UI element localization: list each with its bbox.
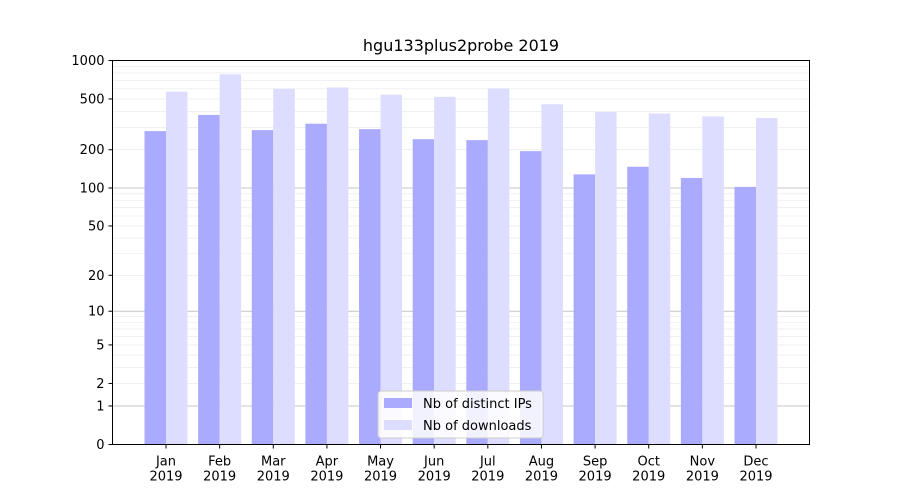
x-tick-label: Jun 2019 (418, 455, 451, 485)
bar-downloads-11 (702, 116, 724, 445)
legend-swatch-ips (384, 398, 412, 408)
legend: Nb of distinct IPs Nb of downloads (377, 390, 544, 439)
x-tick-label: May 2019 (364, 455, 397, 485)
y-tick-label: 10 (88, 305, 105, 320)
bar-downloads-10 (648, 113, 671, 445)
legend-label-ips: Nb of distinct IPs (423, 397, 532, 412)
legend-swatch-downloads (384, 420, 412, 430)
x-tick-label: Nov 2019 (686, 455, 719, 485)
y-tick-label: 500 (80, 92, 105, 107)
y-tick-label: 100 (80, 181, 105, 196)
y-tick-label: 50 (88, 219, 105, 234)
bar-distinct-ips-1 (144, 131, 166, 445)
legend-label-downloads: Nb of downloads (423, 419, 532, 434)
y-tick-label: 200 (80, 143, 105, 158)
bar-downloads-2 (219, 74, 242, 445)
bar-downloads-6 (434, 96, 456, 445)
bar-downloads-5 (380, 94, 403, 445)
y-axis: 0 1 2 5 10 20 50 100 200 500 1000 (71, 54, 113, 453)
bar-downloads-12 (756, 117, 778, 445)
bar-downloads-9 (595, 112, 617, 445)
y-tick-label: 1000 (71, 54, 104, 69)
bar-downloads-8 (541, 104, 563, 445)
bar-distinct-ips-2 (198, 114, 220, 445)
x-tick-label: Jan 2019 (149, 455, 182, 485)
y-tick-label: 2 (96, 377, 104, 392)
bar-distinct-ips-6 (412, 139, 435, 445)
x-axis: Jan 2019 Feb 2019 Mar 2019 Apr 2019 May 2019 Jun 20… (149, 444, 773, 485)
bar-distinct-ips-4 (305, 123, 327, 445)
x-tick-label: Sep 2019 (579, 455, 612, 485)
x-tick-label: Oct 2019 (632, 455, 665, 485)
y-tick-label: 20 (88, 269, 105, 284)
x-tick-label: Aug 2019 (525, 455, 558, 485)
x-tick-label: Dec 2019 (739, 455, 772, 485)
bar-downloads-1 (166, 91, 188, 445)
bar-distinct-ips-11 (680, 177, 703, 445)
y-tick-label: 0 (96, 438, 104, 453)
y-tick-label: 1 (96, 399, 104, 414)
bar-distinct-ips-8 (519, 151, 542, 445)
bar-distinct-ips-12 (734, 186, 756, 445)
bars (144, 74, 778, 445)
bar-distinct-ips-10 (627, 166, 649, 445)
bar-distinct-ips-3 (251, 130, 274, 445)
x-tick-label: Jul 2019 (471, 455, 504, 485)
bar-downloads-3 (273, 88, 295, 445)
bar-downloads-7 (487, 88, 510, 445)
legend-box (377, 390, 544, 439)
x-tick-label: Mar 2019 (257, 455, 290, 485)
x-tick-label: Apr 2019 (310, 455, 343, 485)
x-tick-label: Feb 2019 (203, 455, 236, 485)
bar-downloads-4 (326, 87, 349, 445)
y-tick-label: 5 (96, 338, 104, 353)
plot-frame (112, 60, 810, 445)
chart-title: hgu133plus2probe 2019 (363, 36, 559, 55)
bar-distinct-ips-9 (573, 174, 596, 445)
bar-distinct-ips-5 (359, 129, 381, 445)
bar-distinct-ips-7 (466, 140, 488, 445)
